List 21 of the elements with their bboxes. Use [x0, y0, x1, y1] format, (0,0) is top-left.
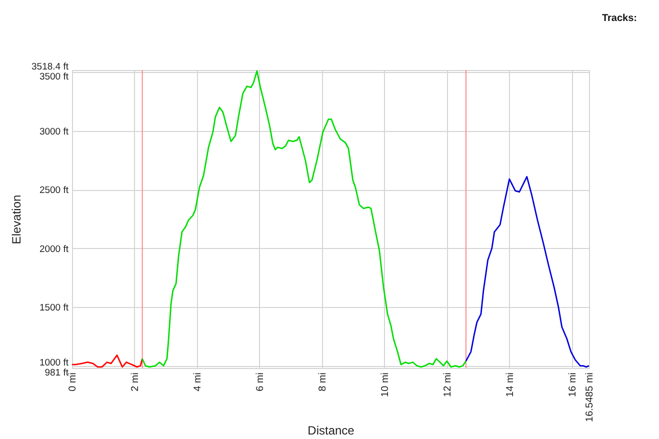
y-tick-label: 981 ft: [44, 367, 69, 378]
x-axis-title: Distance: [308, 424, 355, 438]
y-axis-title: Elevation: [10, 194, 24, 244]
x-tick-label: 8 mi: [317, 372, 328, 392]
x-tick-label: 0 mi: [68, 372, 78, 392]
x-tick-label: 4 mi: [192, 372, 204, 392]
x-tick-label: 2 mi: [130, 372, 141, 392]
y-tick-label: 2000 ft: [39, 244, 69, 255]
x-tick-label: 10 mi: [380, 372, 391, 397]
x-tick-label: 14 mi: [504, 372, 516, 397]
x-tick-label: 12 mi: [442, 372, 454, 397]
x-tick-label: 16.5485 mi: [584, 372, 596, 422]
y-tick-label: 3500 ft: [39, 72, 69, 83]
legend-title: Tracks:: [602, 13, 637, 24]
x-tick-label: 16 mi: [567, 372, 578, 397]
y-tick-label: 1500 ft: [39, 302, 69, 314]
y-tick-label: 3000 ft: [39, 126, 69, 138]
x-tick-label: 6 mi: [254, 372, 266, 392]
y-tick-label: 1000 ft: [39, 357, 69, 368]
y-tick-label: 2500 ft: [39, 185, 69, 196]
y-tick-label: 3518.4 ft: [32, 62, 69, 73]
